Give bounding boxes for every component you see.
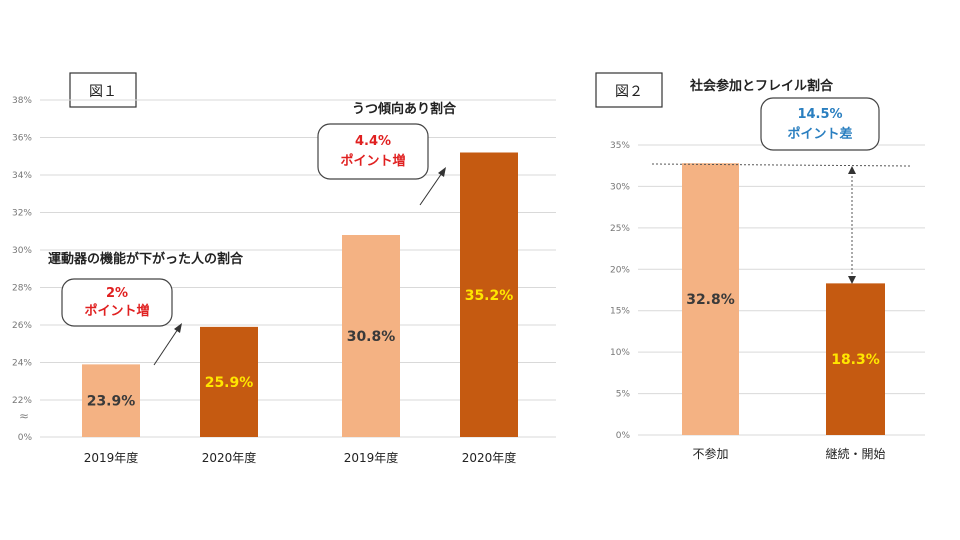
bar bbox=[342, 235, 400, 437]
figure-2-title: 社会参加とフレイル割合 bbox=[689, 78, 834, 94]
bar-value-label: 25.9% bbox=[205, 375, 254, 391]
figure-1: 図１ 0% 22% 24% 26% 28% 30% 32% 34% 36% 38% ≈ 23.9%… bbox=[12, 72, 556, 465]
figure-1-label: 図１ bbox=[89, 84, 117, 100]
figure-2-callout-text: ポイント差 bbox=[787, 126, 852, 142]
y-tick-label: 35% bbox=[610, 141, 630, 151]
figure-1-bars: 23.9% 25.9% 30.8% 35.2% bbox=[82, 152, 518, 437]
bar bbox=[82, 364, 140, 437]
bar bbox=[460, 152, 518, 437]
group-1-arrowhead bbox=[174, 323, 182, 333]
category-label: 2020年度 bbox=[462, 450, 517, 465]
figure-2-callout-value: 14.5% bbox=[797, 107, 842, 122]
figure-2-bars: 32.8% 18.3% bbox=[682, 163, 885, 435]
figure-2: 図２ 社会参加とフレイル割合 0% 5% 10% 15% 20% 25% 30% 35% 32… bbox=[595, 72, 925, 461]
bar bbox=[200, 326, 258, 437]
y-tick-label: 0% bbox=[616, 431, 631, 441]
y-tick-label: 38% bbox=[12, 96, 32, 106]
difference-arrowhead-down bbox=[848, 276, 856, 284]
y-tick-label: 15% bbox=[610, 307, 630, 317]
group-2-arrowhead bbox=[438, 167, 446, 177]
bar-value-label: 32.8% bbox=[686, 292, 735, 308]
y-tick-label: 30% bbox=[12, 246, 32, 256]
group-1-callout-bubble bbox=[61, 278, 173, 327]
group-2-title: うつ傾向あり割合 bbox=[352, 101, 457, 117]
y-tick-label: 26% bbox=[12, 321, 32, 331]
figure-2-categories: 不参加 継続・開始 bbox=[692, 446, 885, 461]
group-1-arrow bbox=[153, 328, 179, 366]
group-1-title: 運動器の機能が下がった人の割合 bbox=[48, 251, 244, 267]
figure-2-label: 図２ bbox=[615, 84, 643, 100]
y-tick-label: 36% bbox=[12, 134, 32, 144]
bar-value-label: 18.3% bbox=[831, 352, 880, 368]
y-tick-label: 34% bbox=[12, 171, 32, 181]
group-2-callout: 4.4% ポイント増 bbox=[317, 123, 429, 180]
y-tick-label: 30% bbox=[610, 182, 630, 192]
category-label: 継続・開始 bbox=[825, 446, 885, 461]
group-2-arrow bbox=[419, 172, 443, 206]
y-tick-label: 10% bbox=[610, 348, 630, 358]
y-tick-label: 20% bbox=[610, 265, 630, 275]
y-tick-label: 22% bbox=[12, 396, 32, 406]
bar bbox=[682, 163, 739, 435]
figure-1-categories: 2019年度 2020年度 2019年度 2020年度 bbox=[84, 450, 517, 465]
group-2-callout-text: ポイント増 bbox=[340, 153, 405, 169]
difference-arrowhead-up bbox=[848, 166, 856, 174]
bar bbox=[826, 283, 885, 435]
category-label: 不参加 bbox=[692, 446, 728, 461]
group-1-callout-value: 2% bbox=[106, 286, 128, 301]
group-2-callout-value: 4.4% bbox=[355, 134, 391, 149]
y-tick-label: 32% bbox=[12, 209, 32, 219]
category-label: 2020年度 bbox=[202, 450, 257, 465]
figure-1-y-ticks: 0% 22% 24% 26% 28% 30% 32% 34% 36% 38% bbox=[12, 96, 32, 443]
y-tick-label: 5% bbox=[616, 390, 631, 400]
reference-dotted-line bbox=[651, 163, 911, 167]
figure-1-label-box bbox=[69, 72, 137, 108]
figure-2-label-box bbox=[595, 72, 663, 108]
y-tick-label: 0% bbox=[18, 433, 33, 443]
category-label: 2019年度 bbox=[84, 450, 139, 465]
figure-2-y-ticks: 0% 5% 10% 15% 20% 25% 30% 35% bbox=[610, 141, 630, 441]
group-1-callout: 2% ポイント増 bbox=[61, 278, 173, 327]
group-2-callout-bubble bbox=[317, 123, 429, 180]
figure-2-callout-bubble bbox=[760, 97, 880, 151]
category-label: 2019年度 bbox=[344, 450, 399, 465]
y-tick-label: 28% bbox=[12, 284, 32, 294]
y-tick-label: 24% bbox=[12, 359, 32, 369]
group-1-callout-text: ポイント増 bbox=[84, 303, 149, 319]
figure-2-callout: 14.5% ポイント差 bbox=[760, 97, 880, 151]
y-tick-label: 25% bbox=[610, 224, 630, 234]
bar-value-label: 30.8% bbox=[347, 329, 396, 345]
axis-break-mark: ≈ bbox=[19, 409, 29, 423]
bar-value-label: 35.2% bbox=[465, 288, 514, 304]
bar-value-label: 23.9% bbox=[87, 394, 136, 410]
